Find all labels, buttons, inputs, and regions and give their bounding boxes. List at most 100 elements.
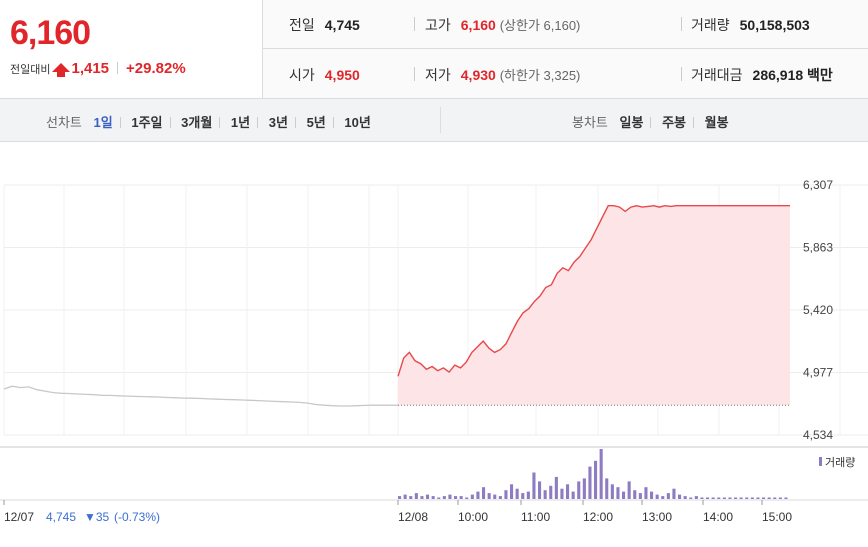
volume-bar	[605, 478, 609, 499]
volume-bar	[717, 497, 721, 499]
volume-bar	[448, 494, 452, 499]
volume-bar	[549, 485, 553, 499]
volume-bar	[426, 494, 430, 499]
divider	[169, 117, 171, 128]
x-axis: 12/08 10:00 11:00 12:00 13:00 14:00 15:00	[3, 500, 792, 524]
divider	[117, 62, 119, 74]
volume-bar	[739, 497, 743, 499]
volume-bar	[482, 487, 486, 499]
volume-bar	[577, 481, 581, 499]
x-tick-label: 13:00	[642, 510, 672, 524]
volume-bar	[582, 478, 586, 499]
y-axis: 6,307 5,863 5,420 4,977 4,534	[803, 178, 833, 442]
tab-weekly[interactable]: 주봉	[662, 115, 686, 130]
tab-3m[interactable]: 3개월	[181, 115, 213, 130]
x-tick-label: 12:00	[583, 510, 613, 524]
volume-bar	[454, 496, 458, 499]
volume-bar	[566, 484, 570, 499]
open-label: 시가	[289, 67, 315, 83]
volume-bar	[493, 494, 497, 499]
tab-5y[interactable]: 5년	[306, 115, 326, 130]
price-chart: 6,307 5,863 5,420 4,977 4,534 12/08 10:00 11:0…	[0, 178, 868, 524]
volume-bar	[784, 497, 788, 499]
divider	[294, 117, 296, 128]
tab-3y[interactable]: 3년	[268, 115, 288, 130]
volume-label: 거래량	[691, 17, 730, 33]
candle-chart-tabs: 봉차트 일봉 주봉 월봉	[572, 112, 729, 131]
volume-bar	[706, 497, 710, 499]
volume-bar	[560, 488, 564, 499]
prev-day-line	[3, 385, 398, 407]
volume-bar	[442, 496, 446, 499]
prev-day-close: 4,745	[46, 510, 76, 524]
volume-bar	[588, 466, 592, 499]
prev-day-summary: 12/07 4,745 ▼35 (-0.73%)	[4, 510, 160, 524]
volume-bar	[622, 491, 626, 499]
y-tick-label: 4,977	[803, 366, 833, 380]
volume-bar	[459, 496, 463, 499]
volume-bar	[745, 497, 749, 499]
divider	[414, 67, 415, 81]
high-value: 6,160	[460, 17, 496, 33]
tab-10y[interactable]: 10년	[344, 115, 371, 130]
change-line: 전일대비 1,415 +29.82%	[10, 60, 186, 77]
chart-tabs: 선차트 1일 1주일 3개월 1년 3년 5년 10년 봉차트 일봉 주봉 월봉	[0, 99, 868, 142]
volume-bar	[532, 472, 536, 499]
tab-daily[interactable]: 일봉	[619, 115, 644, 130]
y-tick-label: 5,863	[803, 241, 833, 255]
volume-bar	[610, 484, 614, 499]
up-arrow-icon	[52, 63, 71, 77]
prev-close: 전일 4,745	[289, 15, 360, 35]
line-chart-tabs: 선차트 1일 1주일 3개월 1년 3년 5년 10년	[46, 112, 371, 131]
volume-bar	[398, 496, 402, 499]
volume-bar	[515, 488, 519, 499]
line-chart-title: 선차트	[46, 115, 82, 130]
price-box: 6,160 전일대비 1,415 +29.82%	[0, 0, 263, 98]
volume-bar	[644, 487, 648, 499]
volume-bar	[689, 497, 693, 499]
divider	[257, 117, 259, 128]
prev-day-change: ▼35	[84, 510, 110, 524]
volume-bar	[521, 493, 525, 499]
change-label: 전일대비	[10, 64, 51, 76]
volume-bar	[476, 491, 480, 499]
volume-bar	[750, 497, 754, 499]
divider	[414, 17, 415, 31]
volume-bar	[778, 497, 782, 499]
divider	[681, 67, 682, 81]
info-row-1: 전일 4,745 고가 6,160 (상한가 6,160) 거래량 50,158,50…	[263, 0, 868, 49]
volume-bar	[762, 497, 766, 499]
volume-bar	[526, 491, 530, 499]
low: 저가 4,930 (하한가 3,325)	[425, 65, 580, 85]
volume-bar	[538, 481, 542, 499]
tab-1y[interactable]: 1년	[230, 115, 251, 130]
tab-1d[interactable]: 1일	[93, 115, 113, 130]
volume-value: 50,158,503	[739, 17, 810, 33]
divider	[219, 117, 221, 128]
high: 고가 6,160 (상한가 6,160)	[425, 15, 580, 35]
volume-bar	[633, 490, 637, 499]
volume-bar	[403, 494, 407, 499]
today-area-fill	[398, 205, 790, 406]
volume-bar	[655, 494, 659, 499]
x-tick-label: 12/08	[398, 510, 428, 524]
prev-close-label: 전일	[289, 17, 315, 33]
volume-bar	[554, 476, 558, 499]
volume-bar	[683, 496, 687, 499]
prev-day-change-pct: (-0.73%)	[114, 510, 160, 524]
divider	[692, 117, 694, 128]
volume-bar	[487, 493, 491, 499]
x-tick-label: 10:00	[458, 510, 488, 524]
change-amount: 1,415	[71, 60, 110, 77]
volume-bar	[711, 497, 715, 499]
volume-bar	[616, 487, 620, 499]
volume-bar	[465, 497, 469, 499]
tab-monthly[interactable]: 월봉	[704, 115, 729, 130]
volume-bar	[638, 493, 642, 499]
volume-bars	[398, 449, 788, 499]
volume-bar	[431, 496, 435, 499]
volume-bar	[470, 494, 474, 499]
tab-1w[interactable]: 1주일	[131, 115, 163, 130]
prev-close-value: 4,745	[324, 17, 360, 33]
amount: 거래대금 286,918 백만	[691, 65, 833, 85]
